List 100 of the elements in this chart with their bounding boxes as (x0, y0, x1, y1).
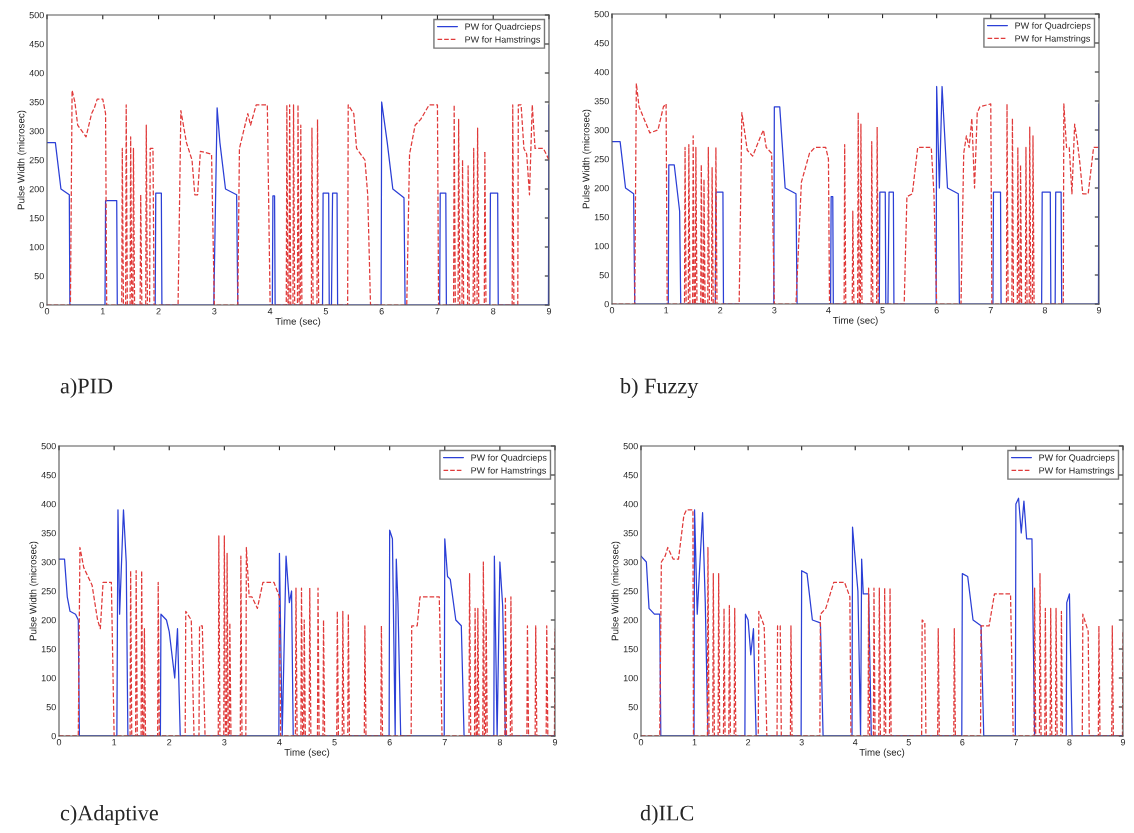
text: c)Adaptive (60, 804, 158, 826)
legend-label: PW for Quadrcieps (465, 23, 541, 32)
y-tick-label: 100 (623, 674, 638, 682)
y-axis-title: Pulse Width (microsec) (17, 110, 27, 210)
y-tick-label: 100 (41, 674, 56, 682)
y-tick-label: 0 (39, 301, 44, 309)
y-tick-label: 500 (594, 10, 609, 18)
x-tick-label: 1 (100, 308, 105, 315)
x-tick-label: 6 (387, 739, 392, 746)
x-tick-label: 8 (1042, 307, 1048, 314)
y-tick-label: 400 (41, 500, 56, 508)
x-tick-label: 2 (746, 739, 751, 746)
x-tick-label: 7 (442, 739, 447, 746)
x-tick-label: 4 (852, 739, 858, 746)
y-tick-label: 500 (41, 442, 56, 450)
x-tick-label: 8 (497, 739, 503, 746)
x-tick-label: 6 (934, 307, 939, 314)
legend-label: PW for Hamstrings (1039, 467, 1115, 476)
y-axis-title: Pulse Width (microsec) (582, 109, 592, 209)
x-tick-label: 9 (552, 739, 558, 746)
legend-label: PW for Hamstrings (471, 467, 547, 476)
y-tick-label: 300 (594, 126, 609, 134)
y-tick-label: 500 (623, 442, 638, 450)
y-tick-label: 0 (51, 732, 56, 740)
x-tick-label: 8 (491, 308, 496, 315)
y-tick-label: 100 (29, 243, 44, 251)
x-tick-label: 6 (379, 308, 384, 315)
y-tick-label: 50 (34, 272, 44, 280)
x-tick-label: 7 (1013, 739, 1018, 746)
legend-label: PW for Quadrcieps (1039, 454, 1115, 463)
y-tick-label: 400 (29, 69, 44, 77)
y-tick-label: 300 (41, 558, 56, 566)
x-axis-title: Time (sec) (859, 748, 905, 758)
y-tick-label: 350 (594, 97, 609, 105)
y-tick-label: 400 (594, 68, 609, 76)
y-tick-label: 50 (628, 703, 638, 711)
y-tick-label: 200 (29, 185, 44, 193)
y-tick-label: 450 (623, 471, 638, 479)
x-tick-label: 0 (638, 739, 644, 746)
x-tick-label: 5 (323, 308, 329, 315)
y-tick-label: 300 (29, 127, 44, 135)
y-tick-label: 350 (29, 98, 44, 106)
y-tick-label: 150 (41, 645, 56, 653)
x-axis-title: Time (sec) (275, 317, 321, 327)
y-tick-label: 200 (623, 616, 638, 624)
y-tick-label: 250 (41, 587, 56, 595)
x-tick-label: 3 (772, 307, 777, 314)
y-tick-label: 150 (29, 214, 44, 222)
x-tick-label: 0 (56, 739, 62, 746)
y-tick-label: 200 (594, 184, 609, 192)
y-tick-label: 250 (594, 155, 609, 163)
x-tick-label: 1 (664, 307, 669, 314)
y-tick-label: 400 (623, 500, 638, 508)
x-tick-label: 9 (1096, 307, 1102, 314)
y-tick-label: 150 (594, 213, 609, 221)
x-tick-label: 0 (609, 307, 615, 314)
x-tick-label: 6 (960, 739, 965, 746)
x-tick-label: 7 (435, 308, 440, 315)
y-tick-label: 300 (623, 558, 638, 566)
legend-label: PW for Hamstrings (465, 36, 541, 45)
x-tick-label: 4 (277, 739, 282, 746)
legend-label: PW for Hamstrings (1015, 35, 1091, 44)
y-tick-label: 450 (594, 39, 609, 47)
y-tick-label: 0 (604, 300, 609, 308)
x-axis-title: Time (sec) (832, 316, 878, 326)
x-tick-label: 7 (988, 307, 993, 314)
y-tick-label: 500 (29, 11, 44, 19)
y-tick-label: 0 (633, 732, 638, 740)
x-tick-label: 3 (222, 739, 227, 746)
y-tick-label: 50 (46, 703, 56, 711)
x-tick-label: 5 (332, 739, 337, 746)
y-tick-label: 100 (594, 242, 609, 250)
text: d)ILC (640, 804, 694, 826)
x-tick-label: 5 (906, 739, 911, 746)
x-tick-label: 8 (1067, 739, 1072, 746)
x-tick-label: 2 (718, 307, 723, 314)
text: b) Fuzzy (620, 377, 699, 399)
y-tick-label: 250 (29, 156, 44, 164)
x-tick-label: 3 (212, 308, 217, 315)
y-axis-title: Pulse Width (microsec) (29, 541, 39, 641)
x-tick-label: 4 (267, 308, 273, 315)
y-tick-label: 450 (41, 471, 56, 479)
y-tick-label: 250 (623, 587, 638, 595)
text: a)PID (60, 377, 113, 399)
y-tick-label: 350 (623, 529, 638, 537)
x-tick-label: 5 (880, 307, 885, 314)
y-tick-label: 150 (623, 645, 638, 653)
x-tick-label: 1 (692, 739, 697, 746)
x-tick-label: 9 (546, 308, 552, 315)
x-tick-label: 2 (167, 739, 172, 746)
x-axis-title: Time (sec) (284, 748, 330, 758)
y-tick-label: 350 (41, 529, 56, 537)
y-tick-label: 50 (599, 271, 609, 279)
legend-label: PW for Quadrcieps (471, 454, 547, 463)
y-tick-label: 200 (41, 616, 56, 624)
x-tick-label: 4 (826, 307, 831, 314)
y-axis-title: Pulse Width (microsec) (611, 541, 621, 641)
legend-label: PW for Quadrcieps (1015, 22, 1091, 31)
x-tick-label: 3 (799, 739, 804, 746)
x-tick-label: 9 (1120, 739, 1126, 746)
